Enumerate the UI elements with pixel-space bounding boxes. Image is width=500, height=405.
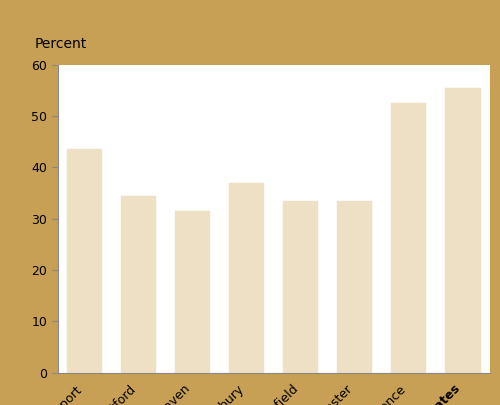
- Bar: [121, 196, 156, 373]
- Bar: [392, 103, 426, 373]
- Bar: [67, 149, 102, 373]
- Bar: [175, 211, 210, 373]
- Bar: [283, 201, 318, 373]
- Bar: [338, 201, 372, 373]
- Bar: [229, 183, 264, 373]
- Bar: [446, 88, 480, 373]
- Text: Percent: Percent: [35, 36, 88, 51]
